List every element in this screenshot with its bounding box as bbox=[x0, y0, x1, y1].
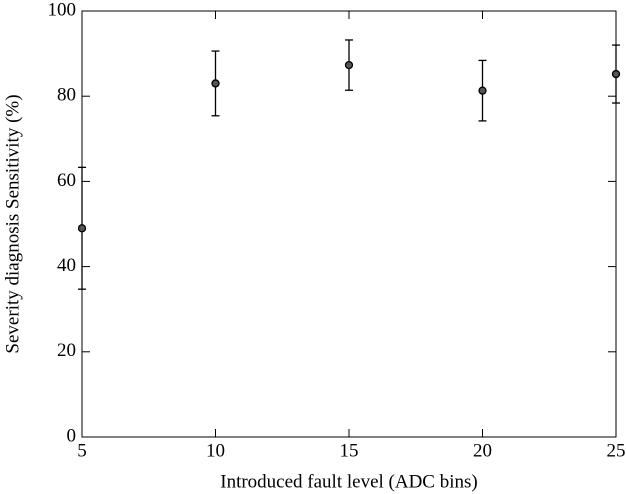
y-tick-label: 80 bbox=[57, 85, 76, 106]
point bbox=[77, 224, 87, 233]
x-axis-label: Introduced fault level (ADC bins) bbox=[220, 471, 477, 492]
point bbox=[478, 86, 487, 95]
x-tick-label: 5 bbox=[77, 440, 87, 461]
y-axis-label: Severity diagnosis Sensitivity (%) bbox=[2, 94, 23, 353]
y-tick-label: 100 bbox=[48, 0, 77, 20]
x-tick-label: 15 bbox=[340, 440, 359, 461]
y-tick-label: 60 bbox=[57, 170, 76, 191]
x-tick-label: 10 bbox=[206, 440, 225, 461]
y-tick-label: 40 bbox=[57, 255, 76, 276]
point bbox=[344, 60, 354, 70]
point bbox=[611, 69, 621, 79]
x-tick-label: 25 bbox=[607, 440, 626, 461]
point bbox=[211, 79, 220, 88]
y-tick-label: 0 bbox=[67, 425, 77, 446]
x-tick-label: 20 bbox=[473, 440, 492, 461]
y-tick-label: 20 bbox=[57, 340, 76, 361]
